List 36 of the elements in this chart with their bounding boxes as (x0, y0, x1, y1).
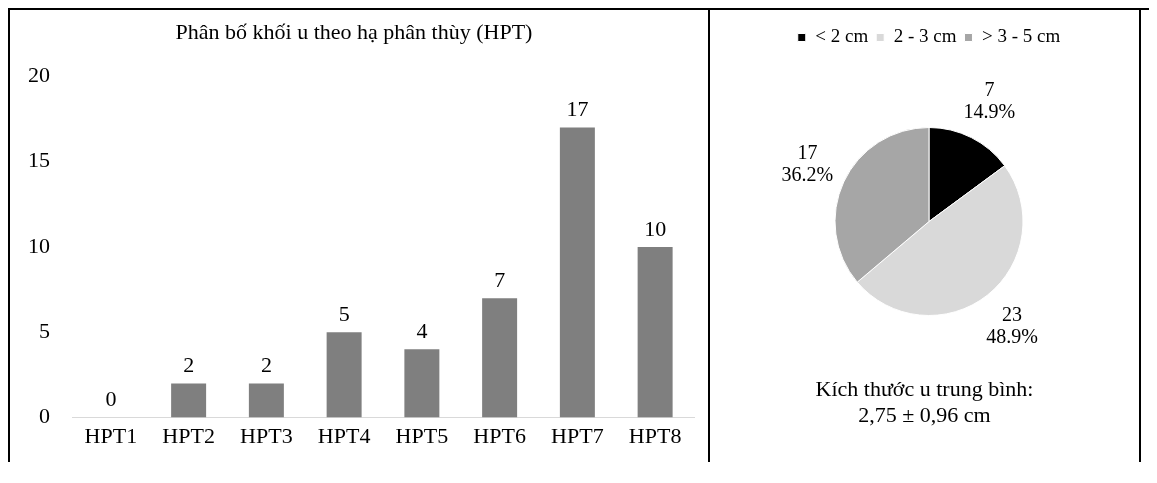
legend-label: > 3 - 5 cm (981, 25, 1061, 47)
chart-title: Phân bố khối u theo hạ phân thùy (HPT) (175, 18, 533, 44)
y-tick-label: 0 (39, 403, 50, 429)
bar (171, 383, 207, 418)
data-label: 23 48.9% (986, 302, 1038, 347)
x-tick-label: HPT3 (240, 422, 293, 448)
legend-label: 2 - 3 cm (893, 25, 957, 47)
data-label: 17 36.2% (781, 141, 834, 186)
data-label: 0 (105, 386, 117, 412)
data-label: 17 (566, 96, 589, 122)
data-label: 10 (644, 215, 667, 241)
x-tick-label: HPT4 (317, 422, 371, 448)
x-tick-label: HPT2 (162, 422, 215, 448)
data-label: 7 14.9% (963, 78, 1016, 123)
x-tick-label: HPT6 (473, 422, 526, 448)
x-tick-label: HPT5 (395, 422, 449, 448)
data-label: 2 (183, 352, 195, 378)
bar (559, 127, 595, 418)
legend-label: < 2 cm (815, 25, 869, 47)
y-tick-label: 15 (28, 147, 50, 173)
text: Kích thước u trung bình: 2,75 ± 0,96 cm (814, 376, 1035, 428)
x-tick-label: HPT7 (551, 422, 604, 448)
y-tick-label: 10 (28, 232, 50, 258)
bar (326, 332, 362, 418)
y-tick-label: 5 (39, 318, 50, 344)
data-label: 4 (416, 318, 428, 344)
bar (248, 383, 284, 418)
data-label: 2 (260, 352, 272, 378)
bar (637, 247, 673, 418)
y-tick-label: 20 (28, 62, 50, 88)
bar (404, 349, 440, 418)
data-label: 5 (338, 301, 350, 327)
x-tick-label: HPT1 (84, 422, 138, 448)
bar (482, 298, 518, 418)
x-tick-label: HPT8 (628, 422, 682, 448)
data-label: 7 (494, 266, 506, 292)
